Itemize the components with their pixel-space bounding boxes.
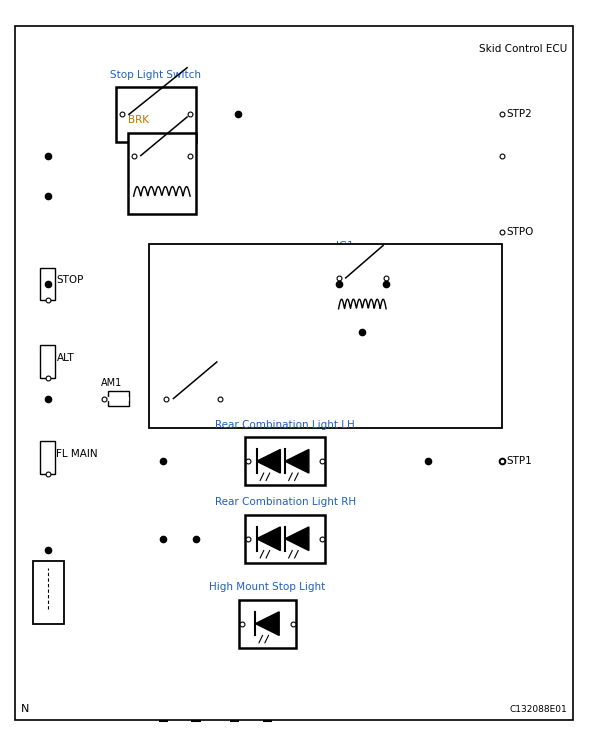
Polygon shape	[285, 527, 309, 551]
Text: N: N	[21, 703, 29, 714]
Text: FL MAIN: FL MAIN	[56, 449, 98, 459]
Bar	[245, 515, 326, 563]
Text: Skid Control ECU: Skid Control ECU	[479, 44, 567, 54]
Bar	[128, 133, 196, 214]
Text: Rear Combination Light RH: Rear Combination Light RH	[214, 497, 356, 508]
Text: STP2: STP2	[507, 109, 532, 120]
Bar	[239, 599, 296, 648]
Text: STPO: STPO	[507, 227, 534, 238]
Bar	[40, 268, 55, 300]
Bar	[40, 345, 55, 378]
Bar	[245, 437, 326, 486]
Polygon shape	[255, 612, 279, 635]
Bar	[333, 258, 392, 328]
Text: C132088E01: C132088E01	[510, 705, 567, 714]
Text: Ignition Switch: Ignition Switch	[154, 359, 232, 369]
Text: IG1: IG1	[208, 409, 223, 418]
Bar	[148, 244, 502, 428]
Polygon shape	[285, 449, 309, 473]
Bar	[33, 561, 64, 624]
FancyBboxPatch shape	[502, 63, 544, 690]
Text: Stop Light Switch: Stop Light Switch	[110, 69, 201, 80]
Polygon shape	[257, 527, 280, 551]
Bar	[108, 391, 129, 406]
Bar	[40, 441, 55, 474]
Bar	[213, 277, 239, 292]
Text: STP1: STP1	[507, 456, 532, 466]
Text: Rear Combination Light LH: Rear Combination Light LH	[215, 420, 355, 430]
Bar	[154, 376, 232, 421]
Bar	[116, 87, 196, 142]
Polygon shape	[257, 449, 280, 473]
Text: STOP: STOP	[56, 275, 84, 286]
Text: ECU-IG1: ECU-IG1	[198, 262, 241, 272]
Text: ALT: ALT	[56, 353, 74, 363]
Text: IG1: IG1	[336, 241, 353, 251]
Text: AM1: AM1	[159, 409, 179, 418]
Text: BRK: BRK	[128, 115, 148, 125]
Text: AM1: AM1	[101, 378, 122, 388]
Text: High Mount Stop Light: High Mount Stop Light	[209, 582, 326, 592]
